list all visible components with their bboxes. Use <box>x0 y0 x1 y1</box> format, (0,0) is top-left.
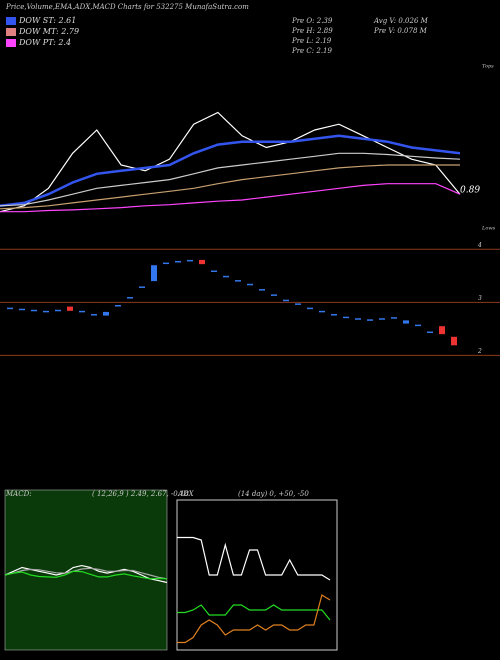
candle <box>271 294 277 296</box>
y-tick-label: 3 <box>478 295 482 302</box>
candle <box>7 307 13 310</box>
candle <box>127 297 133 299</box>
candle <box>415 324 421 327</box>
candle <box>31 309 37 312</box>
candle <box>367 319 373 321</box>
legend-label: DOW MT: 2.79 <box>18 27 79 36</box>
candle <box>151 265 157 282</box>
candle <box>427 331 433 334</box>
tops-label: Tops <box>482 64 494 70</box>
candle <box>391 317 397 319</box>
y-tick-label: 4 <box>477 242 482 249</box>
candle <box>319 310 325 313</box>
panel-subtitle: ( 12,26,9 ) 2.49, 2.67, -0.18 <box>92 490 189 498</box>
stat: Pre C: 2.19 <box>291 47 332 55</box>
candle <box>403 320 409 324</box>
series-line <box>4 570 168 580</box>
legend-label: DOW ST: 2.61 <box>18 16 76 25</box>
candle <box>187 259 193 262</box>
candle <box>343 316 349 319</box>
legend-swatch <box>6 39 16 47</box>
series-line <box>0 152 461 207</box>
candle <box>67 306 73 311</box>
series-line <box>0 183 461 213</box>
candle <box>163 262 169 265</box>
stat: Pre H: 2.89 <box>291 27 333 35</box>
candle <box>79 310 85 313</box>
candle <box>355 318 361 320</box>
stat: Pre V: 0.078 M <box>373 27 428 35</box>
candle <box>199 259 205 265</box>
stat: Pre L: 2.19 <box>291 37 332 45</box>
candle <box>235 280 241 282</box>
candle <box>211 270 217 273</box>
candle <box>115 305 121 307</box>
candle <box>295 303 301 305</box>
candle <box>19 308 25 311</box>
series-line <box>4 567 168 580</box>
legend-swatch <box>6 28 16 36</box>
last-value: 0.89 <box>460 186 480 196</box>
series-line <box>177 536 331 581</box>
series-line <box>177 604 331 621</box>
panel-title: MACD: <box>5 490 32 498</box>
candle <box>175 260 181 263</box>
stat: Pre O: 2.39 <box>291 17 333 25</box>
series-line <box>177 594 331 644</box>
candle <box>223 275 229 278</box>
candle <box>331 314 337 316</box>
candle <box>307 307 313 310</box>
panel-title: ADX <box>177 490 195 498</box>
candle <box>43 310 49 313</box>
lows-label: Lows <box>481 226 496 232</box>
candle <box>103 311 109 316</box>
stat: Avg V: 0.026 M <box>373 17 429 25</box>
y-tick-label: 2 <box>477 348 482 355</box>
series-line <box>0 134 461 208</box>
candle <box>283 299 289 302</box>
series-line <box>0 111 461 213</box>
panel-subtitle: (14 day) 0, +50, -50 <box>238 490 309 498</box>
candle <box>451 336 457 346</box>
legend-label: DOW PT: 2.4 <box>18 38 71 47</box>
candle <box>379 318 385 320</box>
series-line <box>0 164 460 210</box>
candle <box>247 283 253 286</box>
candle <box>139 286 145 288</box>
legend-swatch <box>6 17 16 25</box>
candle <box>439 326 445 335</box>
candle <box>55 309 61 312</box>
page-title: Price,Volume,EMA,ADX,MACD Charts for 532… <box>5 3 249 11</box>
candle <box>259 289 265 291</box>
candle <box>91 314 97 316</box>
